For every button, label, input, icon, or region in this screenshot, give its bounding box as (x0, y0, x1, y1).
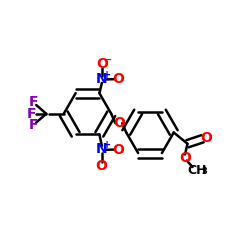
Text: O: O (179, 150, 191, 164)
Text: CH: CH (188, 164, 207, 176)
Text: +: + (103, 140, 112, 150)
Text: N: N (96, 142, 108, 156)
Text: −: − (104, 55, 112, 65)
Text: F: F (29, 118, 38, 132)
Text: F: F (27, 107, 36, 121)
Text: O: O (96, 57, 108, 71)
Text: F: F (29, 96, 38, 110)
Text: O: O (112, 143, 124, 157)
Text: N: N (96, 72, 108, 86)
Text: 3: 3 (202, 168, 207, 176)
Text: O: O (113, 116, 125, 130)
Text: +: + (103, 70, 112, 80)
Text: O: O (112, 72, 124, 86)
Text: O: O (96, 158, 107, 172)
Text: O: O (200, 131, 212, 145)
